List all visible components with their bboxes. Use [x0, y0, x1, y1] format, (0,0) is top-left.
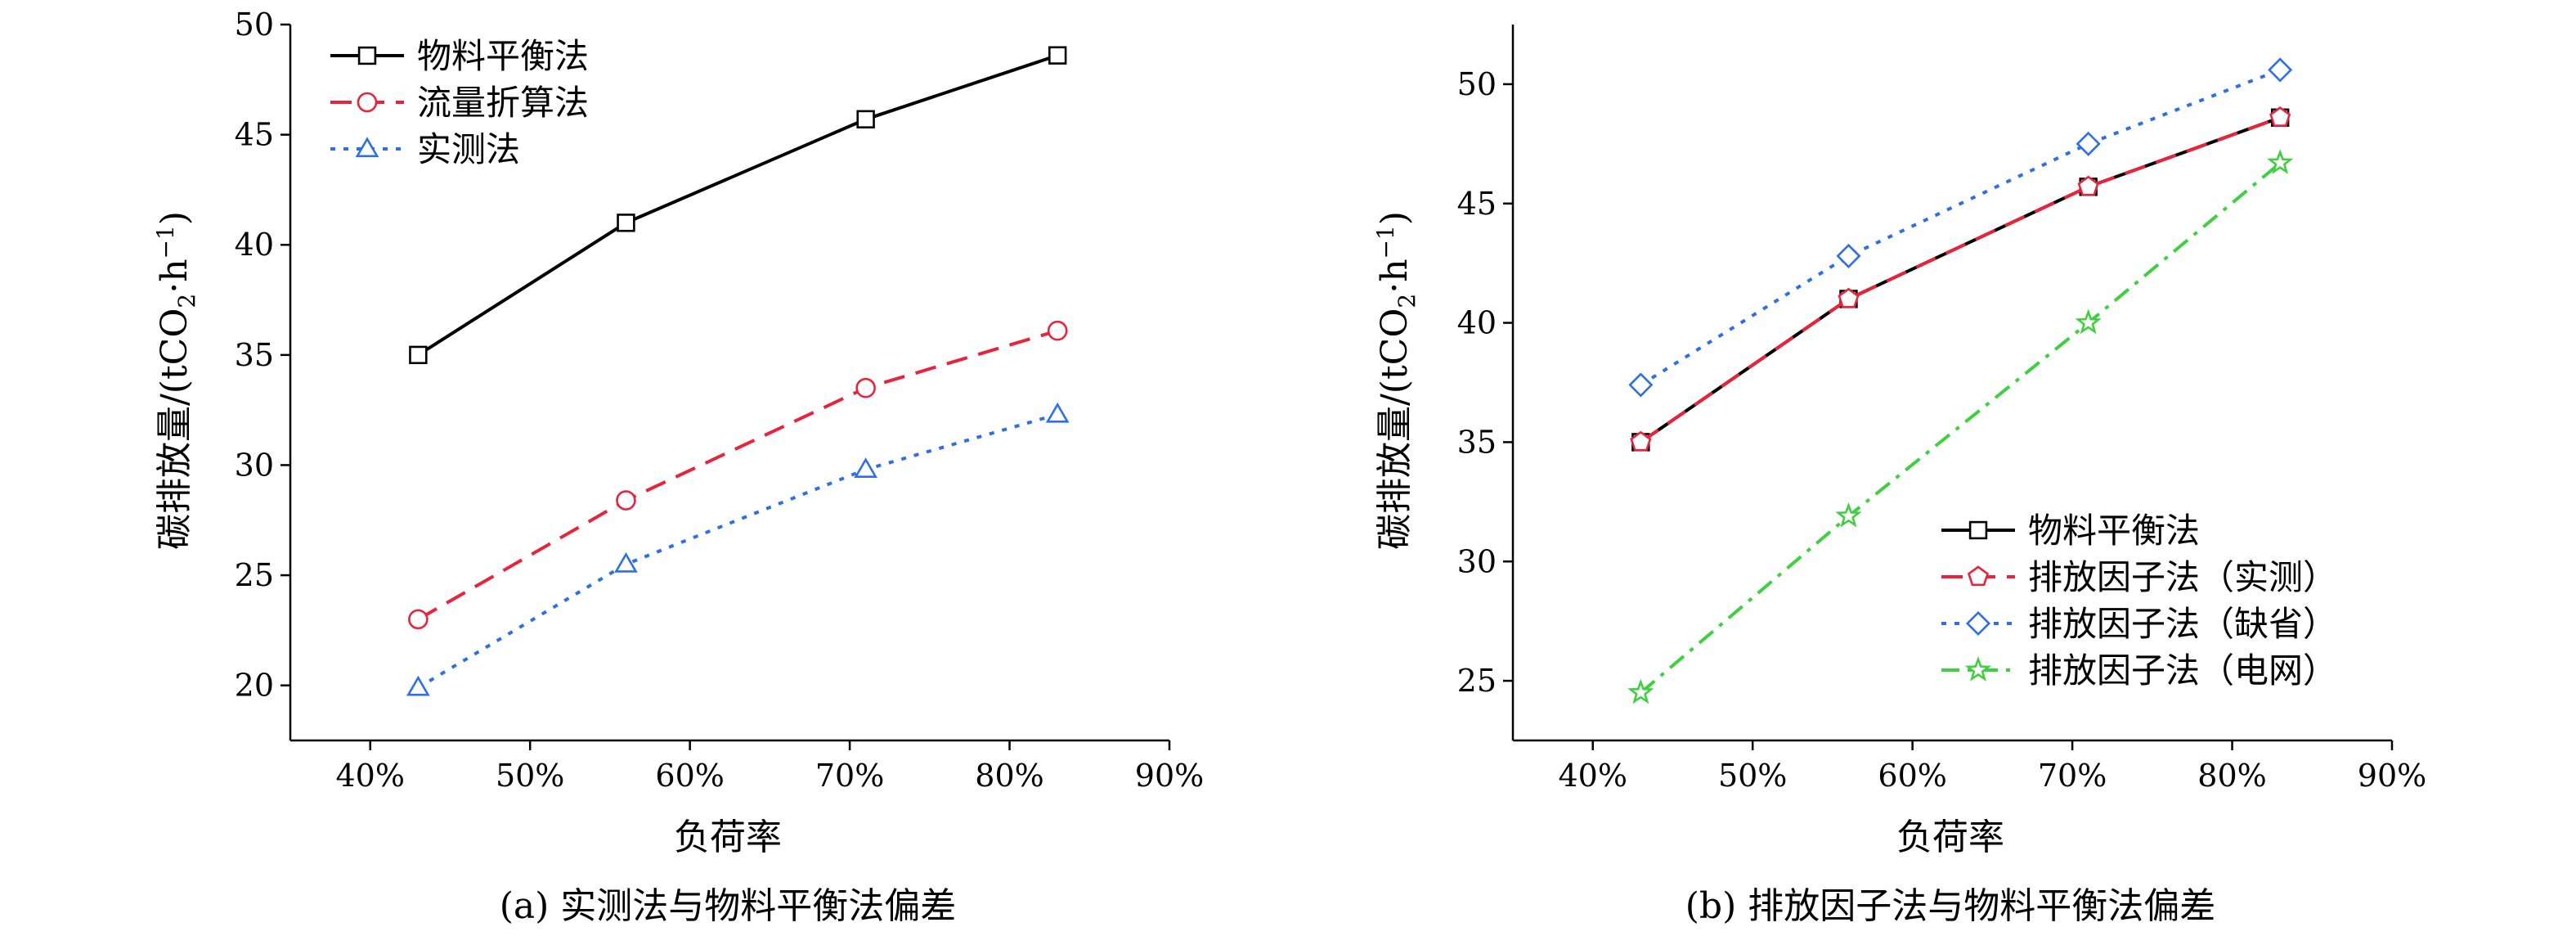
legend-label: 流量折算法 — [417, 83, 589, 123]
series-3 — [1628, 57, 2293, 398]
y-tick-label: 45 — [1457, 186, 1497, 222]
data-point — [406, 675, 430, 696]
series-line — [417, 329, 1058, 621]
y-tick-label: 35 — [1457, 424, 1497, 460]
data-point — [2076, 131, 2101, 156]
series-line — [417, 412, 1058, 690]
data-point — [1627, 678, 1654, 704]
data-point — [1630, 430, 1652, 452]
y-tick-label: 50 — [235, 7, 274, 43]
y-tick-label: 40 — [1457, 305, 1497, 341]
y-axis-title: 碳排放量/(tCO2·h−1) — [1372, 211, 1420, 550]
legend-label: 排放因子法（实测） — [2028, 557, 2337, 597]
legend-item: 实测法 — [330, 129, 520, 169]
series-line — [1640, 115, 2281, 444]
data-point — [409, 345, 428, 365]
legend-label: 物料平衡法 — [417, 36, 589, 76]
legend-item: 物料平衡法 — [1941, 511, 2200, 551]
legend-marker — [1964, 656, 1992, 682]
data-point — [856, 110, 875, 128]
legend-marker — [357, 92, 378, 113]
data-point — [1045, 402, 1070, 423]
y-tick-label: 25 — [1457, 663, 1497, 699]
legend-label: 实测法 — [417, 129, 520, 169]
x-tick-label: 60% — [655, 758, 724, 794]
x-tick-label: 40% — [1558, 758, 1627, 794]
data-point — [614, 551, 638, 573]
series-1 — [409, 46, 1067, 365]
data-point — [1835, 502, 1862, 528]
legend-marker — [357, 46, 377, 65]
data-point — [408, 609, 429, 630]
data-point — [854, 457, 877, 478]
x-tick-label: 70% — [2038, 758, 2107, 794]
data-point — [1838, 287, 1860, 308]
y-tick-label: 50 — [1457, 66, 1497, 102]
x-axis-title: 负荷率 — [1896, 817, 2004, 858]
x-tick-label: 40% — [335, 758, 404, 794]
data-point — [1048, 46, 1067, 65]
y-tick-label: 45 — [235, 117, 274, 153]
x-tick-label: 60% — [1878, 758, 1946, 794]
y-axis-title: 碳排放量/(tCO2·h−1) — [152, 211, 200, 550]
series-1 — [1631, 108, 2290, 452]
series-line — [417, 53, 1058, 357]
legend-marker — [355, 137, 379, 158]
data-point — [2269, 106, 2291, 127]
data-point — [2268, 57, 2293, 83]
data-point — [1836, 243, 1861, 268]
x-tick-label: 90% — [2358, 758, 2426, 794]
legend-marker — [1965, 610, 1991, 637]
x-tick-label: 50% — [496, 758, 564, 794]
y-tick-label: 30 — [1457, 543, 1497, 579]
legend-item: 排放因子法（电网） — [1941, 650, 2337, 691]
caption: (a) 实测法与物料平衡法偏差 — [500, 885, 957, 927]
legend-item: 排放因子法（缺省） — [1941, 604, 2337, 644]
data-point — [2267, 149, 2294, 174]
chart-b: 40% 50% 60% 70% 80% 90% 25 30 35 40 45 50 负荷率 碳排放量/(t… — [1372, 25, 2426, 927]
chart-a: 40% 50% 60% 70% 80% 90% 20 25 30 35 40 45 50 负荷率 碳排放量/… — [152, 7, 1204, 927]
y-tick-label: 40 — [235, 227, 274, 263]
series-line — [1640, 115, 2281, 444]
y-tick-label: 20 — [235, 668, 274, 704]
legend-marker — [1968, 520, 1988, 540]
y-tick-label: 35 — [235, 337, 274, 373]
data-point — [2075, 308, 2102, 335]
x-tick-label: 50% — [1718, 758, 1787, 794]
y-tick-label: 30 — [235, 447, 274, 483]
y-tick-label: 25 — [235, 557, 274, 593]
data-point — [616, 490, 636, 511]
legend-marker — [1967, 565, 1990, 587]
data-point — [855, 377, 876, 398]
legend-item: 流量折算法 — [330, 83, 589, 123]
x-tick-label: 80% — [2197, 758, 2266, 794]
caption: (b) 排放因子法与物料平衡法偏差 — [1685, 885, 2215, 927]
series-line — [1640, 161, 2282, 695]
data-point — [1628, 372, 1654, 398]
series-line — [1640, 68, 2281, 387]
legend-label: 物料平衡法 — [2028, 511, 2200, 551]
legend-item: 排放因子法（实测） — [1941, 557, 2337, 597]
legend-label: 排放因子法（电网） — [2028, 650, 2337, 691]
x-axis-title: 负荷率 — [674, 817, 782, 858]
x-tick-label: 80% — [975, 758, 1043, 794]
data-point — [1047, 320, 1068, 341]
series-4 — [1627, 149, 2294, 704]
data-point — [2077, 175, 2099, 196]
x-tick-label: 90% — [1135, 758, 1204, 794]
legend-item: 物料平衡法 — [330, 36, 589, 76]
series-2 — [408, 320, 1068, 630]
data-point — [617, 214, 635, 232]
series-2 — [1630, 106, 2291, 452]
legend-label: 排放因子法（缺省） — [2028, 604, 2337, 644]
x-tick-label: 70% — [815, 758, 884, 794]
series-3 — [406, 402, 1070, 696]
